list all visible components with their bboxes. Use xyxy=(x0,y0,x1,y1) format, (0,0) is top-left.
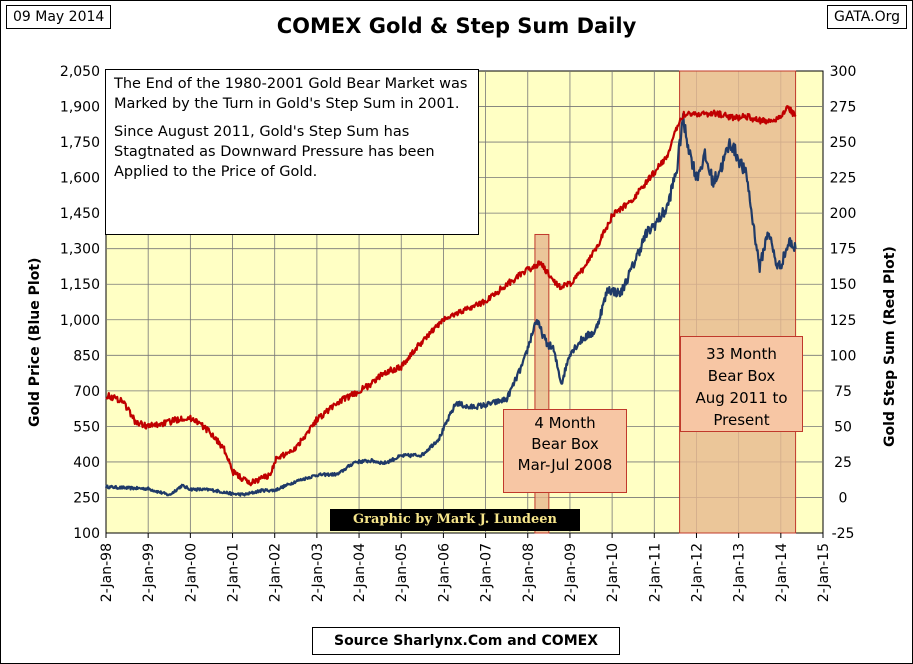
box33-line-2: Bear Box xyxy=(707,367,776,385)
left-tick-label: 550 xyxy=(73,419,100,435)
x-tick-label: 2-Jan-13 xyxy=(732,543,748,602)
right-tick-label: 225 xyxy=(830,171,857,187)
x-tick-label: 2-Jan-09 xyxy=(563,543,579,602)
date-label: 09 May 2014 xyxy=(6,5,112,29)
box33-line-3: Aug 2011 to xyxy=(695,389,788,407)
right-axis-label: Gold Step Sum (Red Plot) xyxy=(882,246,898,447)
x-tick-label: 2-Jan-03 xyxy=(310,543,326,602)
x-tick-label: 2-Jan-12 xyxy=(689,543,705,602)
x-tick-label: 2-Jan-01 xyxy=(226,543,242,602)
bear-box-1 xyxy=(679,70,797,534)
series-lines xyxy=(104,105,797,497)
right-tick-label: 175 xyxy=(830,242,857,258)
box4-line-2: Bear Box xyxy=(531,435,599,453)
bear-box-4-month-label: 4 Month Bear Box Mar-Jul 2008 xyxy=(503,409,627,493)
right-tick-label: 150 xyxy=(830,277,857,293)
x-tick-label: 2-Jan-98 xyxy=(99,543,115,602)
right-tick-label: 275 xyxy=(830,100,857,116)
x-tick-label: 2-Jan-04 xyxy=(352,543,368,602)
right-tick-label: 100 xyxy=(830,348,857,364)
right-tick-label: 50 xyxy=(834,419,852,435)
series-line-gold-step-sum xyxy=(105,105,797,487)
annotation-para-2: Since August 2011, Gold's Step Sum has S… xyxy=(114,124,435,180)
right-tick-label: 250 xyxy=(830,135,857,151)
axes: 2,050 1,900 1,750 1,600 1,450 1,300 1,150 1,000… xyxy=(60,64,856,602)
x-tick-label: 2-Jan-15 xyxy=(816,543,832,602)
right-tick-label: 0 xyxy=(839,490,848,506)
annotation-para-1: The End of the 1980-2001 Gold Bear Marke… xyxy=(114,76,468,112)
box4-line-3: Mar-Jul 2008 xyxy=(517,456,613,474)
x-tick-label: 2-Jan-02 xyxy=(268,543,284,602)
x-tick-label: 2-Jan-14 xyxy=(774,543,790,602)
left-tick-label: 2,050 xyxy=(60,64,100,80)
right-tick-label: 75 xyxy=(834,384,852,400)
credit-label: Graphic by Mark J. Lundeen xyxy=(330,509,580,531)
annotation-box: The End of the 1980-2001 Gold Bear Marke… xyxy=(105,69,479,235)
bear-boxes xyxy=(534,70,797,534)
x-tick-label: 2-Jan-06 xyxy=(436,543,452,602)
box33-line-4: Present xyxy=(713,411,770,429)
left-tick-label: 1,900 xyxy=(60,100,100,116)
left-axis-label: Gold Price (Blue Plot) xyxy=(27,257,43,427)
left-tick-label: 1,750 xyxy=(60,135,100,151)
left-tick-label: 1,300 xyxy=(60,242,100,258)
right-tick-label: -25 xyxy=(832,526,855,542)
x-tick-label: 2-Jan-11 xyxy=(647,543,663,602)
x-tick-label: 2-Jan-99 xyxy=(141,543,157,602)
series-line-gold-price xyxy=(104,112,797,497)
right-tick-label: 200 xyxy=(830,206,857,222)
left-tick-label: 400 xyxy=(73,455,100,471)
bear-box-33-month-label: 33 Month Bear Box Aug 2011 to Present xyxy=(680,336,803,432)
x-tick-label: 2-Jan-05 xyxy=(394,543,410,602)
right-tick-label: 300 xyxy=(830,64,857,80)
left-tick-label: 1,150 xyxy=(60,277,100,293)
x-tick-label: 2-Jan-08 xyxy=(521,543,537,602)
box33-line-1: 33 Month xyxy=(706,345,777,363)
left-tick-label: 1,600 xyxy=(60,171,100,187)
right-tick-label: 125 xyxy=(830,313,857,329)
left-tick-label: 250 xyxy=(73,490,100,506)
left-tick-label: 700 xyxy=(73,384,100,400)
left-tick-label: 1,000 xyxy=(60,313,100,329)
left-tick-label: 100 xyxy=(73,526,100,542)
left-tick-label: 1,450 xyxy=(60,206,100,222)
left-tick-label: 850 xyxy=(73,348,100,364)
box4-line-1: 4 Month xyxy=(534,414,596,432)
x-tick-label: 2-Jan-10 xyxy=(605,543,621,602)
right-tick-label: 25 xyxy=(834,455,852,471)
source-tag: GATA.Org xyxy=(826,5,907,29)
source-footer: Source Sharlynx.Com and COMEX xyxy=(312,627,620,655)
chart-title: COMEX Gold & Step Sum Daily xyxy=(276,14,637,38)
x-tick-label: 2-Jan-00 xyxy=(183,543,199,602)
x-tick-label: 2-Jan-07 xyxy=(479,543,495,602)
